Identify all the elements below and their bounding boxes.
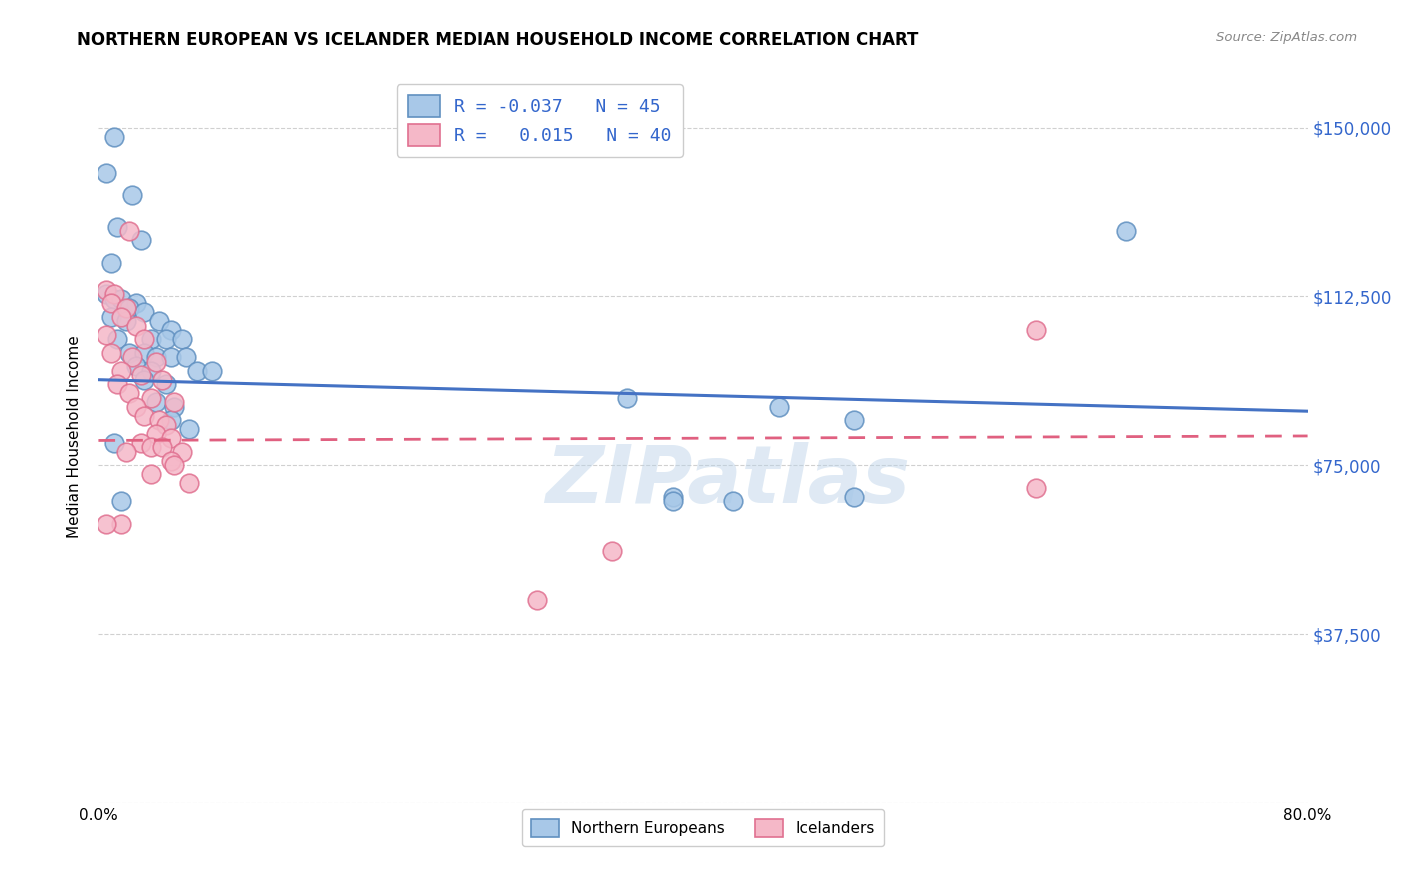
Point	[118, 301, 141, 315]
Point	[105, 332, 128, 346]
Point	[121, 188, 143, 202]
Point	[110, 364, 132, 378]
Point	[723, 494, 745, 508]
Point	[110, 292, 132, 306]
Point	[129, 233, 152, 247]
Text: Source: ZipAtlas.com: Source: ZipAtlas.com	[1216, 31, 1357, 45]
Point	[110, 516, 132, 531]
Text: NORTHERN EUROPEAN VS ICELANDER MEDIAN HOUSEHOLD INCOME CORRELATION CHART: NORTHERN EUROPEAN VS ICELANDER MEDIAN HO…	[77, 31, 918, 49]
Point	[118, 386, 141, 401]
Point	[201, 364, 224, 378]
Point	[661, 490, 683, 504]
Point	[94, 287, 117, 301]
Point	[1024, 481, 1046, 495]
Point	[174, 350, 197, 364]
Point	[110, 310, 132, 324]
Point	[145, 395, 167, 409]
Point	[129, 368, 152, 383]
Point	[163, 458, 186, 473]
Legend: Northern Europeans, Icelanders: Northern Europeans, Icelanders	[522, 809, 884, 847]
Point	[1115, 224, 1137, 238]
Point	[94, 516, 117, 531]
Y-axis label: Median Household Income: Median Household Income	[67, 335, 83, 539]
Point	[155, 377, 177, 392]
Point	[160, 453, 183, 467]
Point	[103, 287, 125, 301]
Point	[616, 391, 638, 405]
Point	[155, 332, 177, 346]
Point	[132, 305, 155, 319]
Point	[145, 350, 167, 364]
Point	[150, 440, 173, 454]
Point	[118, 224, 141, 238]
Point	[1024, 323, 1046, 337]
Point	[105, 219, 128, 234]
Point	[103, 292, 125, 306]
Point	[163, 400, 186, 414]
Point	[844, 413, 866, 427]
Point	[121, 350, 143, 364]
Point	[100, 310, 122, 324]
Point	[141, 440, 163, 454]
Point	[110, 494, 132, 508]
Point	[132, 373, 155, 387]
Point	[114, 314, 136, 328]
Point	[526, 593, 548, 607]
Point	[132, 409, 155, 423]
Point	[114, 301, 136, 315]
Point	[114, 444, 136, 458]
Point	[125, 359, 148, 374]
Point	[661, 494, 683, 508]
Point	[844, 490, 866, 504]
Point	[94, 166, 117, 180]
Point	[160, 323, 183, 337]
Point	[118, 345, 141, 359]
Point	[141, 467, 163, 482]
Point	[105, 377, 128, 392]
Text: ZIPatlas: ZIPatlas	[544, 442, 910, 520]
Point	[179, 476, 201, 491]
Point	[160, 431, 183, 445]
Point	[125, 296, 148, 310]
Point	[768, 400, 790, 414]
Point	[132, 345, 155, 359]
Point	[94, 283, 117, 297]
Point	[155, 417, 177, 432]
Point	[148, 314, 170, 328]
Point	[150, 373, 173, 387]
Point	[141, 364, 163, 378]
Point	[179, 422, 201, 436]
Point	[103, 435, 125, 450]
Point	[141, 391, 163, 405]
Point	[141, 332, 163, 346]
Point	[145, 426, 167, 441]
Point	[100, 255, 122, 269]
Point	[186, 364, 208, 378]
Point	[132, 332, 155, 346]
Point	[125, 400, 148, 414]
Point	[100, 345, 122, 359]
Point	[94, 327, 117, 342]
Point	[170, 332, 193, 346]
Point	[160, 350, 183, 364]
Point	[129, 435, 152, 450]
Point	[160, 413, 183, 427]
Point	[170, 444, 193, 458]
Point	[103, 129, 125, 144]
Point	[148, 413, 170, 427]
Point	[145, 354, 167, 368]
Point	[163, 395, 186, 409]
Point	[602, 543, 624, 558]
Point	[100, 296, 122, 310]
Point	[125, 318, 148, 333]
